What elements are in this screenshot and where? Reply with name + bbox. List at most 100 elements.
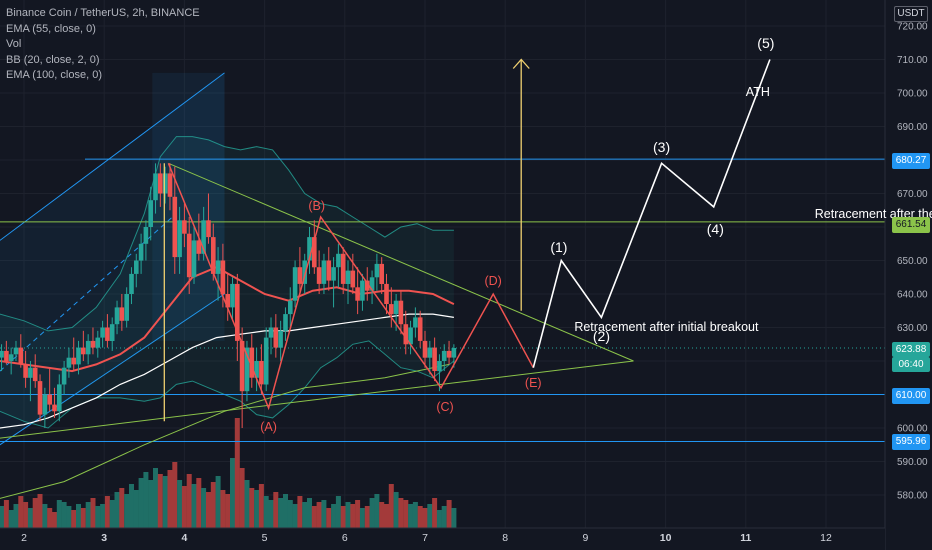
time-tick-label: 3: [101, 532, 107, 544]
volume-bar: [37, 494, 43, 528]
bollinger-upper: [0, 136, 454, 332]
candle-body: [13, 347, 19, 355]
candle-body: [47, 394, 52, 405]
ema55-line: [0, 266, 455, 373]
time-tick-label: 11: [740, 532, 751, 544]
candle-body: [109, 324, 115, 341]
volume-bar: [76, 504, 81, 528]
candle-body: [369, 277, 375, 291]
time-tick-label: 12: [820, 532, 832, 544]
ath-label: ATH: [745, 85, 770, 99]
candle-body: [0, 350, 4, 358]
volume-bar: [172, 462, 178, 528]
price-tick-label: 630.00: [897, 323, 928, 334]
volume-bar: [206, 492, 211, 528]
candle-body: [191, 240, 197, 278]
candle-body: [230, 283, 235, 308]
time-tick-label: 2: [21, 532, 27, 544]
volume-bar: [268, 500, 274, 528]
candle-body: [100, 327, 105, 338]
volume-bar: [398, 498, 404, 528]
volume-bar: [374, 494, 380, 528]
volume-bar: [196, 478, 202, 528]
time-axis-bg: [0, 528, 885, 550]
volume-bar: [403, 500, 409, 528]
volume-bar: [446, 500, 452, 528]
volume-bar: [436, 510, 442, 528]
candle-body: [71, 357, 76, 365]
candle-body: [90, 340, 96, 348]
candle-body: [37, 381, 43, 415]
volume-bar: [100, 504, 106, 528]
candle-body: [350, 270, 356, 288]
volume-bar: [292, 504, 298, 528]
volume-bar: [61, 502, 67, 528]
volume-bar: [42, 504, 48, 528]
volume-bar: [52, 512, 57, 528]
candle-body: [167, 173, 173, 197]
volume-bar: [417, 506, 423, 528]
volume-bar: [388, 484, 394, 528]
wave-label-4: (4): [706, 220, 724, 237]
candle-body: [446, 350, 452, 358]
candle-body: [95, 337, 101, 348]
candle-body: [263, 337, 269, 385]
candle-body: [211, 237, 216, 274]
candle-body: [297, 267, 303, 284]
currency-label[interactable]: USDT: [894, 6, 928, 22]
volume-bar: [244, 480, 250, 528]
candle-body: [18, 347, 24, 365]
volume-bar: [249, 488, 255, 528]
candle-body: [4, 350, 9, 361]
candle-body: [206, 220, 211, 238]
candle-body: [254, 361, 259, 378]
volume-bar: [239, 468, 245, 528]
price-tick-label: 590.00: [897, 457, 928, 468]
volume-bar: [18, 496, 24, 528]
volume-bar: [220, 490, 226, 528]
volume-bar: [225, 494, 231, 528]
volume-bar: [138, 478, 144, 528]
candle-body: [81, 347, 86, 355]
triangle-lower-line: [0, 360, 634, 439]
indicator-bollinger[interactable]: BB (20, close, 2, 0): [6, 53, 100, 66]
price-tick-label: 700.00: [897, 89, 928, 100]
volume-bar: [326, 508, 332, 528]
volume-bar: [422, 508, 428, 528]
volume-bar: [8, 510, 14, 528]
candle-body: [76, 347, 81, 365]
candle-body: [215, 260, 221, 274]
candle-body: [403, 324, 409, 345]
volume-bar: [167, 470, 173, 528]
time-tick-label: 8: [502, 532, 508, 544]
volume-bar: [143, 472, 149, 528]
candle-body: [42, 394, 48, 415]
volume-bar: [258, 484, 264, 528]
pattern-label-d: (D): [484, 274, 502, 289]
volume-bar: [71, 510, 77, 528]
triangle-upper-line: [168, 162, 634, 362]
indicator-ema55[interactable]: EMA (55, close, 0): [6, 22, 96, 35]
price-label-680: 680.27: [892, 153, 930, 169]
elliott-wave-projection: [532, 59, 771, 368]
candle-body: [143, 227, 149, 244]
volume-bar: [379, 502, 385, 528]
indicator-volume[interactable]: Vol: [6, 38, 22, 50]
symbol-title[interactable]: Binance Coin / TetherUS, 2h, BINANCE: [6, 7, 200, 19]
candle-body: [114, 307, 120, 325]
volume-bar: [124, 494, 130, 528]
channel-lower-line: [0, 293, 225, 446]
indicator-ema100[interactable]: EMA (100, close, 0): [6, 69, 102, 81]
wave-label-5: (5): [757, 34, 775, 51]
volume-bar: [23, 502, 29, 528]
candle-body: [292, 267, 298, 301]
volume-bar: [0, 506, 4, 528]
candle-body: [28, 367, 33, 378]
volume-bar: [230, 458, 235, 528]
candle-body: [85, 340, 91, 355]
candle-body: [417, 317, 423, 341]
candle-body: [23, 364, 28, 378]
candle-body: [244, 347, 250, 392]
